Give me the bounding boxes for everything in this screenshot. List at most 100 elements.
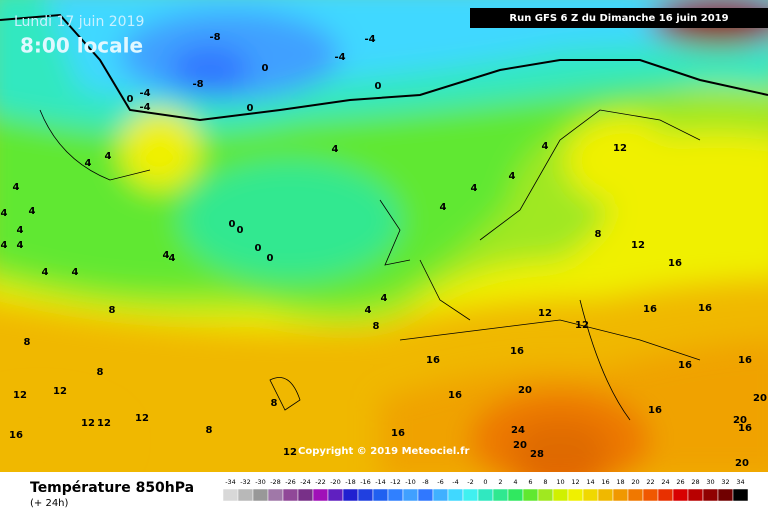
contour-label: 4 <box>1 208 8 219</box>
contour-label: 20 <box>753 393 767 404</box>
scale-swatch <box>717 488 734 502</box>
run-box <box>470 8 768 28</box>
scale-swatch <box>687 488 704 502</box>
scale-label: -12 <box>390 478 401 486</box>
contour-label: 12 <box>538 308 552 319</box>
contour-label: 4 <box>381 293 388 304</box>
contour-label: 16 <box>643 304 657 315</box>
scale-label: -2 <box>467 478 473 486</box>
contour-label: 4 <box>17 240 24 251</box>
contour-label: 28 <box>530 449 544 460</box>
contour-label: 4 <box>332 144 339 155</box>
scale-label: -4 <box>452 478 458 486</box>
scale-label: 6 <box>528 478 532 486</box>
contour-label: 16 <box>510 346 524 357</box>
contour-label: 0 <box>255 243 262 254</box>
contour-label: 4 <box>542 141 549 152</box>
contour-label: 4 <box>105 151 112 162</box>
legend-title: Température 850hPa <box>30 480 194 496</box>
contour-label: 4 <box>440 202 447 213</box>
contour-label: 8 <box>271 398 278 409</box>
contour-label: 8 <box>109 305 116 316</box>
scale-swatch <box>462 488 479 502</box>
run-text: Run GFS 6 Z du Dimanche 16 juin 2019 <box>509 13 728 24</box>
contour-label: 16 <box>668 258 682 269</box>
contour-label: 0 <box>267 253 274 264</box>
contour-label: 4 <box>169 253 176 264</box>
contour-label: 0 <box>375 81 382 92</box>
contour-label: 16 <box>678 360 692 371</box>
scale-swatch <box>492 488 509 502</box>
scale-label: 22 <box>646 478 654 486</box>
contour-label: 0 <box>237 225 244 236</box>
scale-swatch <box>537 488 554 502</box>
scale-label: 8 <box>543 478 547 486</box>
scale-swatch <box>597 488 614 502</box>
contour-label: 4 <box>13 182 20 193</box>
contour-label: 16 <box>738 423 752 434</box>
scale-label: 20 <box>631 478 639 486</box>
contour-label: 8 <box>206 425 213 436</box>
scale-label: -28 <box>270 478 281 486</box>
contour-label: 0 <box>247 103 254 114</box>
contour-label: 16 <box>738 355 752 366</box>
scale-label: 2 <box>498 478 502 486</box>
scale-label: 30 <box>706 478 714 486</box>
scale-swatch <box>237 488 254 502</box>
contour-label: 16 <box>426 355 440 366</box>
contour-label: 20 <box>513 440 527 451</box>
date-text: Lundi 17 juin 2019 <box>14 14 144 30</box>
scale-label: -22 <box>315 478 326 486</box>
scale-swatch <box>642 488 659 502</box>
contour-label: 4 <box>365 305 372 316</box>
scale-label: 32 <box>721 478 729 486</box>
contour-label: 4 <box>72 267 79 278</box>
contour-label: 4 <box>1 240 8 251</box>
scale-swatch <box>267 488 284 502</box>
contour-label: 16 <box>648 405 662 416</box>
scale-swatch <box>327 488 344 502</box>
scale-label: -24 <box>300 478 311 486</box>
contour-label: 4 <box>509 171 516 182</box>
contour-label: 16 <box>9 430 23 441</box>
contour-label: 16 <box>391 428 405 439</box>
scale-label: -16 <box>360 478 371 486</box>
contour-label: 12 <box>613 143 627 154</box>
scale-label: 4 <box>513 478 517 486</box>
contour-label: 24 <box>511 425 525 436</box>
contour-label: 16 <box>698 303 712 314</box>
contour-label: -8 <box>192 79 203 90</box>
contour-label: 0 <box>262 63 269 74</box>
contour-label: 12 <box>81 418 95 429</box>
scale-label: -18 <box>345 478 356 486</box>
scale-swatch <box>627 488 644 502</box>
contour-label: 20 <box>733 415 747 426</box>
contour-label: 8 <box>595 229 602 240</box>
contour-label: -4 <box>139 88 150 99</box>
scale-label: 28 <box>691 478 699 486</box>
scale-label: -32 <box>240 478 251 486</box>
contour-label: 12 <box>135 413 149 424</box>
scale-swatch <box>702 488 719 502</box>
scale-swatch <box>297 488 314 502</box>
contour-label: 20 <box>735 458 749 469</box>
scale-label: 26 <box>676 478 684 486</box>
scale-label: 24 <box>661 478 669 486</box>
copyright: Copyright © 2019 Meteociel.fr <box>298 446 469 457</box>
contour-label: 20 <box>518 385 532 396</box>
contour-label: 4 <box>42 267 49 278</box>
scale-label: 0 <box>483 478 487 486</box>
scale-swatch <box>342 488 359 502</box>
contour-label: 8 <box>24 337 31 348</box>
scale-swatch <box>312 488 329 502</box>
contour-label: 4 <box>471 183 478 194</box>
contour-label: 12 <box>575 320 589 331</box>
scale-label: 18 <box>616 478 624 486</box>
time-text: 8:00 locale <box>20 34 143 58</box>
scale-swatch <box>432 488 449 502</box>
scale-label: 12 <box>571 478 579 486</box>
scale-swatch <box>372 488 389 502</box>
scale-swatch <box>417 488 434 502</box>
contour-label: 0 <box>229 219 236 230</box>
contour-label: 12 <box>97 418 111 429</box>
